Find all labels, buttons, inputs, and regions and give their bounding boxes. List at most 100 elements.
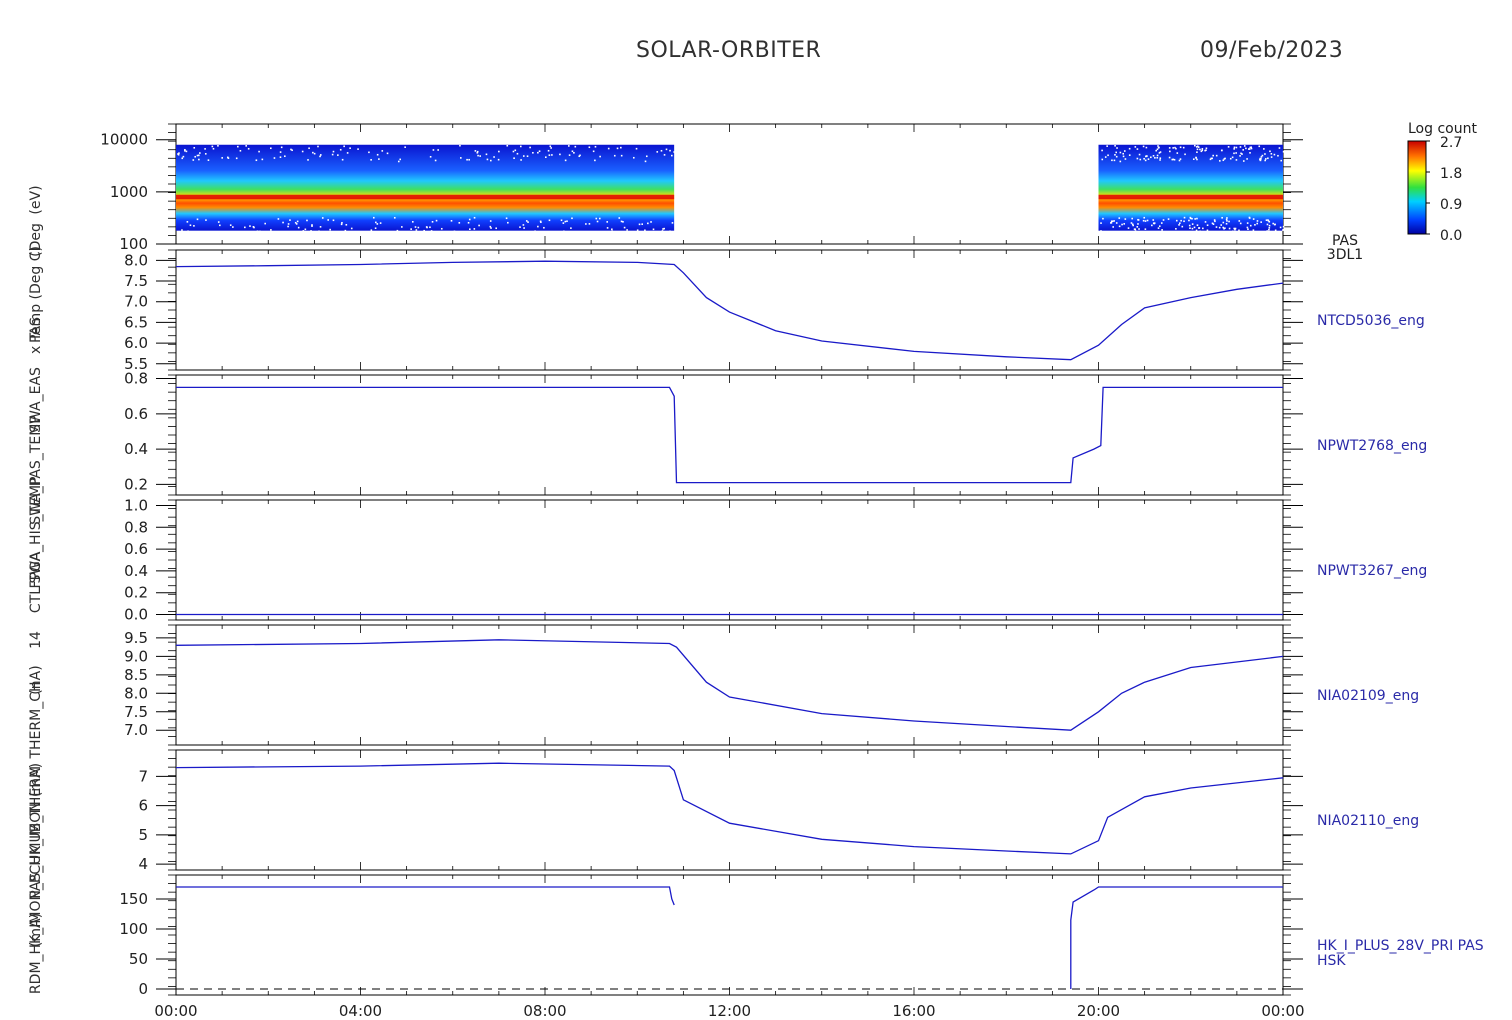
spectrogram-speckle	[1216, 226, 1218, 228]
spectrogram-speckle	[349, 147, 351, 149]
spectrogram-speckle	[375, 222, 377, 224]
left-axis-title: PAS	[28, 317, 44, 343]
spectrogram-speckle	[589, 146, 591, 148]
spectrogram-speckle	[1269, 150, 1271, 152]
panel-frame-2	[176, 375, 1283, 495]
spectrogram-speckle	[573, 152, 575, 154]
spectrogram-speckle	[1247, 222, 1249, 224]
spectrogram-speckle	[1230, 158, 1232, 160]
spectrogram-speckle	[526, 220, 528, 222]
spectrogram-speckle	[549, 154, 551, 156]
spectrogram-speckle	[1196, 151, 1198, 153]
spectrogram-speckle	[1249, 148, 1251, 150]
spectrogram-speckle	[375, 227, 377, 229]
series-label: NPWT2768_eng	[1317, 438, 1427, 454]
spectrogram-speckle	[318, 230, 320, 232]
spectrogram-speckle	[1234, 147, 1236, 149]
spectrogram-speckle	[1101, 159, 1103, 161]
spectrogram-speckle	[563, 222, 565, 224]
spectrogram-speckle	[611, 228, 613, 230]
spectrogram-speckle	[270, 147, 272, 149]
spectrogram-speckle	[1134, 228, 1136, 230]
spectrogram-speckle	[673, 151, 675, 153]
spectrogram-speckle	[477, 155, 479, 157]
spectrogram-speckle	[345, 230, 347, 232]
spectrogram-speckle	[332, 154, 334, 156]
spectrogram-speckle	[1161, 222, 1163, 224]
spectrogram-speckle	[459, 145, 461, 147]
spectrogram-speckle	[607, 227, 609, 229]
spectrogram-speckle	[532, 152, 534, 154]
spectrogram-speckle	[1192, 223, 1194, 225]
panel-frame-6	[176, 875, 1283, 995]
spectrogram-speckle	[1157, 145, 1159, 147]
spectrogram-speckle	[646, 155, 648, 157]
spectrogram-speckle	[669, 150, 671, 152]
spectrogram-speckle	[320, 226, 322, 228]
spectrogram-speckle	[303, 230, 305, 232]
spectrogram-speckle	[1196, 159, 1198, 161]
spectrogram-speckle	[430, 156, 432, 158]
spectrogram-speckle	[1236, 147, 1238, 149]
spectrogram-speckle	[1116, 156, 1118, 158]
spectrogram-speckle	[1190, 217, 1192, 219]
spectrogram-speckle	[342, 159, 344, 161]
spectrogram-speckle	[1145, 160, 1147, 162]
spectrogram-speckle	[1194, 218, 1196, 220]
spectrogram-speckle	[1137, 219, 1139, 221]
spectrogram-speckle	[1236, 159, 1238, 161]
spectrogram-speckle	[1163, 219, 1165, 221]
spectrogram-speckle	[1258, 146, 1260, 148]
spectrogram-speckle	[1106, 145, 1108, 147]
spectrogram-speckle	[1212, 223, 1214, 225]
spectrogram-speckle	[297, 221, 299, 223]
spectrogram-speckle	[333, 219, 335, 221]
spectrogram-speckle	[570, 227, 572, 229]
spectrogram-speckle	[460, 157, 462, 159]
spectrogram-speckle	[183, 156, 185, 158]
spectrogram-speckle	[1158, 227, 1160, 229]
spectrogram-speckle	[280, 151, 282, 153]
spectrogram-speckle	[1256, 223, 1258, 225]
spectrogram-speckle	[281, 147, 283, 149]
spectrogram-speckle	[549, 145, 551, 147]
spectrogram-speckle	[1180, 220, 1182, 222]
spectrogram-speckle	[1265, 158, 1267, 160]
y-tick-label: 8.0	[124, 251, 148, 269]
spectrogram-speckle	[517, 153, 519, 155]
spectrogram-speckle	[1116, 222, 1118, 224]
spectrogram-speckle	[1197, 145, 1199, 147]
spectrogram-speckle	[1202, 148, 1204, 150]
spectrogram-speckle	[322, 217, 324, 219]
spectrogram-speckle	[186, 151, 188, 153]
spectrogram-speckle	[569, 154, 571, 156]
spectrogram-speckle	[278, 218, 280, 220]
spectrogram-speckle	[551, 154, 553, 156]
spectrogram-speckle	[1280, 227, 1282, 229]
series-label: NIA02110_eng	[1317, 813, 1419, 829]
spectrogram-speckle	[1100, 230, 1102, 232]
spectrogram-speckle	[1249, 147, 1251, 149]
spectrogram-speckle	[308, 147, 310, 149]
spectrogram-speckle	[1261, 156, 1263, 158]
y-tick-label: 0.6	[124, 405, 148, 423]
spectrogram-speckle	[1159, 157, 1161, 159]
spectrogram-speckle	[1175, 148, 1177, 150]
spectrogram-speckle	[357, 148, 359, 150]
spectrogram-speckle	[1176, 152, 1178, 154]
y-tick-label: 50	[129, 950, 148, 968]
spectrogram-speckle	[490, 220, 492, 222]
spectrogram-speckle	[373, 217, 375, 219]
spectrogram-speckle	[416, 229, 418, 231]
spectrogram-speckle	[347, 152, 349, 154]
spectrogram-speckle	[1223, 222, 1225, 224]
y-tick-label: 7.0	[124, 721, 148, 739]
spectrogram-speckle	[1253, 229, 1255, 231]
spectrogram-speckle	[236, 157, 238, 159]
spectrogram-speckle	[1241, 153, 1243, 155]
panel-frame-4	[176, 625, 1283, 745]
y-tick-label: 0	[138, 980, 148, 998]
spectrogram-speckle	[1189, 227, 1191, 229]
series-label: HK_I_PLUS_28V_PRI PAS	[1317, 938, 1484, 954]
spectrogram-speckle	[1111, 222, 1113, 224]
